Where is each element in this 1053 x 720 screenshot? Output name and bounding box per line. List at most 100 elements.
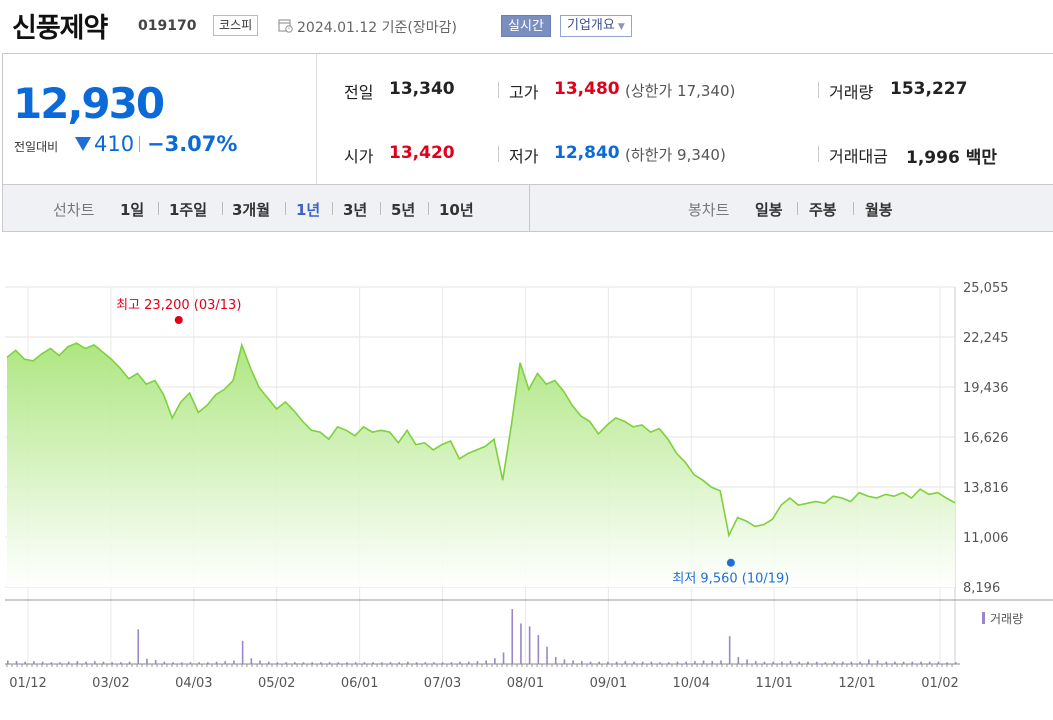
down-arrow-icon bbox=[75, 137, 91, 151]
low-label: 저가 bbox=[509, 147, 539, 166]
candle-monthly[interactable]: 월봉 bbox=[865, 201, 893, 219]
volume-bar bbox=[163, 661, 166, 664]
volume-bar bbox=[746, 659, 748, 664]
volume-bar bbox=[598, 661, 601, 664]
volume-bar bbox=[76, 661, 79, 664]
volume-bar bbox=[424, 662, 427, 664]
volume-bar bbox=[885, 661, 888, 664]
volume-bar bbox=[407, 661, 409, 664]
divider bbox=[818, 82, 819, 98]
period-1w[interactable]: 1주일 bbox=[169, 201, 208, 219]
volume-legend-swatch bbox=[982, 612, 985, 624]
lower-limit: (하한가 9,340) bbox=[625, 146, 726, 164]
volume-bar bbox=[189, 662, 192, 664]
volume-bar bbox=[267, 661, 270, 664]
volume-bar bbox=[502, 652, 505, 664]
volume-bar bbox=[33, 661, 35, 664]
volume-bar bbox=[320, 662, 322, 664]
price-line bbox=[6, 342, 956, 538]
volume-bar bbox=[476, 661, 479, 664]
x-tick-label: 01/12 bbox=[9, 676, 46, 691]
volume-bar bbox=[111, 662, 113, 664]
volume-bar bbox=[902, 661, 905, 664]
volume-bar bbox=[650, 661, 653, 664]
volume-bar bbox=[763, 661, 766, 664]
volume-bar bbox=[554, 657, 557, 664]
x-tick-label: 09/01 bbox=[590, 676, 627, 691]
volume-bar bbox=[833, 661, 835, 664]
chevron-down-icon: ▼ bbox=[617, 22, 625, 32]
divider bbox=[797, 202, 798, 215]
volume-bar bbox=[720, 660, 722, 664]
divider bbox=[285, 202, 286, 215]
volume-bar bbox=[294, 662, 296, 664]
volume-bar bbox=[789, 661, 792, 664]
divider bbox=[139, 136, 140, 152]
y-tick-label: 8,196 bbox=[963, 581, 1000, 596]
period-3y[interactable]: 3년 bbox=[343, 201, 368, 219]
trade-value-value: 1,996 백만 bbox=[906, 148, 997, 168]
x-axis: 01/12 03/02 04/03 05/02 06/01 07/03 08/01 09/01… bbox=[6, 664, 959, 691]
period-1d[interactable]: 1일 bbox=[120, 201, 145, 219]
volume-bar bbox=[894, 661, 896, 664]
volume-bar bbox=[67, 661, 70, 664]
volume-bar bbox=[276, 662, 279, 664]
volume-bar bbox=[137, 629, 140, 664]
divider bbox=[498, 146, 499, 162]
candle-weekly[interactable]: 주봉 bbox=[809, 201, 837, 219]
volume-bar bbox=[615, 661, 618, 664]
change-label: 전일대비 bbox=[14, 140, 59, 154]
volume-bar bbox=[772, 661, 774, 664]
period-3m[interactable]: 3개월 bbox=[232, 201, 271, 219]
volume-bar bbox=[754, 661, 757, 664]
volume-bar bbox=[311, 662, 314, 664]
volume-bar bbox=[702, 660, 705, 664]
stock-code: 019170 bbox=[138, 18, 197, 34]
price-panel: 12,930 전일대비 410 −3.07% 전일 13,340 고가 13,4… bbox=[2, 53, 1053, 185]
volume-bar bbox=[694, 661, 696, 664]
company-info-dropdown[interactable]: 기업개요 ▼ bbox=[560, 15, 632, 37]
min-marker bbox=[726, 558, 735, 567]
candle-daily[interactable]: 일봉 bbox=[755, 201, 783, 219]
volume-bar bbox=[850, 661, 853, 664]
x-tick-label: 10/04 bbox=[673, 676, 710, 691]
period-5y[interactable]: 5년 bbox=[391, 201, 416, 219]
volume-bar bbox=[24, 661, 26, 664]
volume-bar bbox=[641, 661, 644, 664]
volume-bar bbox=[781, 661, 783, 664]
divider bbox=[853, 202, 854, 215]
min-annotation: 최저 9,560 (10/19) bbox=[672, 572, 789, 587]
x-tick-label: 06/01 bbox=[341, 676, 378, 691]
open-label: 시가 bbox=[344, 147, 374, 166]
volume-bar bbox=[807, 661, 809, 664]
y-tick-label: 11,006 bbox=[963, 531, 1009, 546]
volume-bar bbox=[172, 662, 174, 664]
volume-bar bbox=[537, 635, 540, 664]
volume-bar bbox=[85, 661, 87, 664]
divider bbox=[380, 202, 381, 215]
volume-bar bbox=[180, 662, 183, 664]
y-axis: 25,055 22,245 19,436 16,626 13,816 11,006 8,19… bbox=[963, 281, 1009, 596]
volume-bar bbox=[328, 662, 331, 664]
realtime-button[interactable]: 실시간 bbox=[501, 15, 551, 37]
volume-bar bbox=[363, 662, 366, 664]
open-value: 13,420 bbox=[389, 143, 455, 163]
volume-bar bbox=[250, 658, 253, 664]
volume-bar bbox=[302, 662, 305, 664]
volume-label: 거래량 bbox=[829, 83, 874, 102]
volume-bar bbox=[154, 659, 157, 664]
period-1y[interactable]: 1년 bbox=[296, 201, 321, 219]
volume-bar bbox=[398, 662, 400, 664]
volume-bar bbox=[146, 658, 148, 664]
volume-bar bbox=[589, 661, 592, 664]
divider bbox=[316, 54, 317, 184]
volume-bar bbox=[380, 662, 383, 664]
volume-bar bbox=[337, 662, 340, 664]
volume-bar bbox=[928, 661, 931, 664]
volume-bar bbox=[624, 661, 627, 664]
period-10y[interactable]: 10년 bbox=[439, 201, 474, 219]
volume-bar bbox=[946, 662, 948, 664]
volume-bar bbox=[728, 636, 731, 664]
volume-bar bbox=[285, 662, 287, 664]
x-tick-label: 03/02 bbox=[92, 676, 129, 691]
